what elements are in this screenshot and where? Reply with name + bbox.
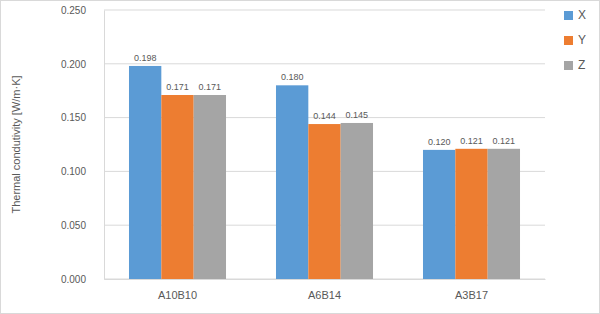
data-label: 0.145	[346, 110, 369, 120]
y-tick-label: 0.000	[61, 274, 86, 285]
bar	[129, 66, 161, 279]
legend-swatch	[564, 36, 573, 45]
data-labels: 0.198 0.180 0.120 0.171 0.144 0.121 0.171 0.145…	[134, 53, 515, 147]
bars	[129, 66, 520, 279]
data-label: 0.180	[281, 72, 304, 82]
y-tick: 0.200	[61, 59, 104, 70]
legend-label: X	[578, 8, 586, 22]
bar	[341, 123, 373, 279]
data-label: 0.120	[428, 137, 451, 147]
y-tick: 0.100	[61, 166, 104, 177]
grid	[104, 10, 545, 279]
chart: 0.000 0.050 0.100 0.150 0.200 0.250 A10B10 A6B1…	[0, 0, 600, 314]
y-axis: 0.000 0.050 0.100 0.150 0.200 0.250	[61, 5, 105, 285]
bar	[194, 95, 226, 279]
legend: XYZ	[564, 8, 586, 72]
legend-swatch	[564, 61, 573, 70]
grid-line	[104, 10, 545, 11]
bar	[488, 149, 520, 279]
y-tick: 0.150	[61, 112, 104, 123]
x-tick-label: A3B17	[455, 289, 488, 301]
legend-swatch	[564, 11, 573, 20]
y-axis-line	[104, 11, 105, 280]
y-axis-title: Thermal condutivity [W/m·K]	[10, 75, 22, 213]
x-tick-label: A10B10	[158, 289, 197, 301]
legend-label: Z	[578, 58, 585, 72]
x-tick: A6B14	[308, 279, 341, 301]
x-tick: A10B10	[158, 279, 197, 301]
y-tick-label: 0.050	[61, 220, 86, 231]
y-tick: 0.250	[61, 5, 104, 16]
x-tick: A3B17	[455, 279, 488, 301]
x-axis: A10B10 A6B14 A3B17	[105, 279, 546, 301]
data-label: 0.121	[493, 136, 516, 146]
grid-line	[104, 63, 545, 64]
bar	[161, 95, 193, 279]
bar	[308, 124, 340, 279]
data-label: 0.144	[313, 111, 336, 121]
y-tick-label: 0.100	[61, 166, 86, 177]
bar	[423, 150, 455, 279]
data-label: 0.121	[460, 136, 483, 146]
data-label: 0.198	[134, 53, 157, 63]
data-label: 0.171	[199, 82, 222, 92]
y-tick: 0.000	[61, 274, 104, 285]
chart-frame	[1, 1, 600, 314]
y-tick-label: 0.150	[61, 112, 86, 123]
y-tick-label: 0.200	[61, 59, 86, 70]
bar	[455, 149, 487, 279]
x-tick-label: A6B14	[308, 289, 341, 301]
y-tick-label: 0.250	[61, 5, 86, 16]
bar	[276, 85, 308, 279]
y-tick: 0.050	[61, 220, 104, 231]
legend-label: Y	[578, 33, 586, 47]
data-label: 0.171	[166, 82, 189, 92]
x-axis-line	[105, 279, 546, 280]
